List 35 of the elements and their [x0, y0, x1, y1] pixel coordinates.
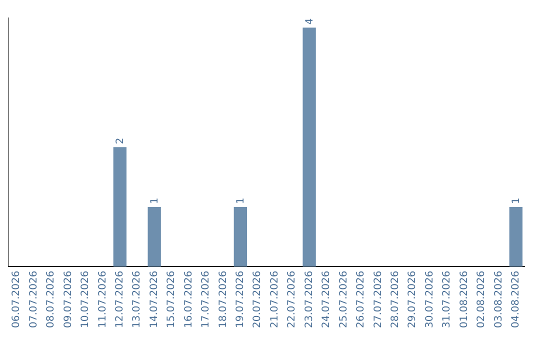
x-tick-label: 15.07.2026	[166, 270, 178, 328]
x-tick-label: 17.07.2026	[200, 270, 212, 328]
x-tick-label: 27.07.2026	[372, 270, 384, 328]
data-label: 4	[304, 18, 316, 25]
data-label: 1	[149, 198, 160, 204]
data-label: 2	[114, 138, 126, 144]
x-tick-label: 14.07.2026	[148, 270, 160, 328]
x-tick-label: 16.07.2026	[183, 270, 194, 328]
x-tick-label: 09.07.2026	[62, 270, 74, 328]
x-tick-label: 13.07.2026	[132, 270, 143, 328]
x-tick-label: 19.07.2026	[235, 270, 246, 328]
x-tick-label: 07.07.2026	[28, 270, 40, 328]
x-tick-label: 18.07.2026	[218, 270, 229, 328]
x-tick-label: 31.07.2026	[442, 270, 453, 328]
x-tick-label: 08.07.2026	[46, 270, 57, 328]
x-tick-label: 22.07.2026	[286, 270, 298, 328]
x-tick-label: 03.08.2026	[493, 270, 504, 328]
x-tick-label: 29.07.2026	[407, 270, 418, 328]
x-tick-label: 23.07.2026	[304, 270, 315, 328]
x-tick-label: 30.07.2026	[424, 270, 436, 328]
x-tick-label: 11.07.2026	[97, 270, 108, 328]
x-tick-label: 04.08.2026	[510, 270, 522, 328]
x-tick-label: 12.07.2026	[114, 270, 126, 328]
x-tick-label: 21.07.2026	[269, 270, 280, 328]
x-tick-label: 10.07.2026	[80, 270, 92, 328]
data-label: 1	[235, 198, 246, 204]
x-tick-label: 06.07.2026	[11, 270, 22, 328]
x-tick-label: 26.07.2026	[356, 270, 367, 328]
x-tick-label: 25.07.2026	[338, 270, 350, 328]
x-tick-label: 02.08.2026	[476, 270, 488, 328]
x-tick-label: 24.07.2026	[321, 270, 332, 328]
data-label: 1	[510, 198, 522, 204]
x-tick-label: 20.07.2026	[252, 270, 264, 328]
x-tick-label: 28.07.2026	[390, 270, 401, 328]
x-tick-label: 01.08.2026	[458, 270, 470, 328]
